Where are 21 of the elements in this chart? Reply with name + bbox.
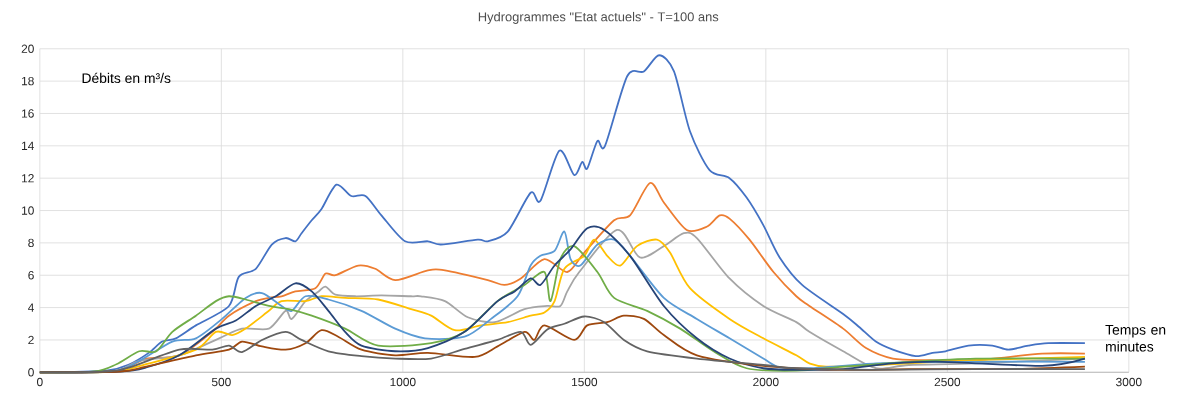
y-tick-label: 16 xyxy=(22,109,34,118)
x-tick-label: 2500 xyxy=(934,377,961,387)
x-tick-label: 0 xyxy=(37,377,43,387)
y-tick-label: 18 xyxy=(22,76,34,86)
y-tick-label: 20 xyxy=(21,44,34,53)
y-tick-label: 6 xyxy=(28,270,34,280)
y-tick-label: 8 xyxy=(28,238,34,248)
y-tick-label: 12 xyxy=(22,173,34,183)
y-tick-label: 0 xyxy=(28,368,34,377)
x-tick-label: 1000 xyxy=(390,377,416,387)
x-tick-label: 3000 xyxy=(1116,377,1142,387)
x-tick-label: 1500 xyxy=(572,377,598,387)
y-tick-label: 2 xyxy=(28,335,34,345)
x-axis-title: Temps en minutes xyxy=(1105,324,1166,352)
x-tick-label: 2000 xyxy=(753,377,779,387)
x-tick-label: 500 xyxy=(211,377,231,387)
y-tick-label: 4 xyxy=(28,303,34,312)
chart-title: Hydrogrammes "Etat actuels" - T=100 ans xyxy=(478,11,719,24)
y-tick-label: 14 xyxy=(22,141,34,150)
y-axis-title: Débits en m³/s xyxy=(82,72,171,84)
y-tick-label: 10 xyxy=(22,206,34,215)
